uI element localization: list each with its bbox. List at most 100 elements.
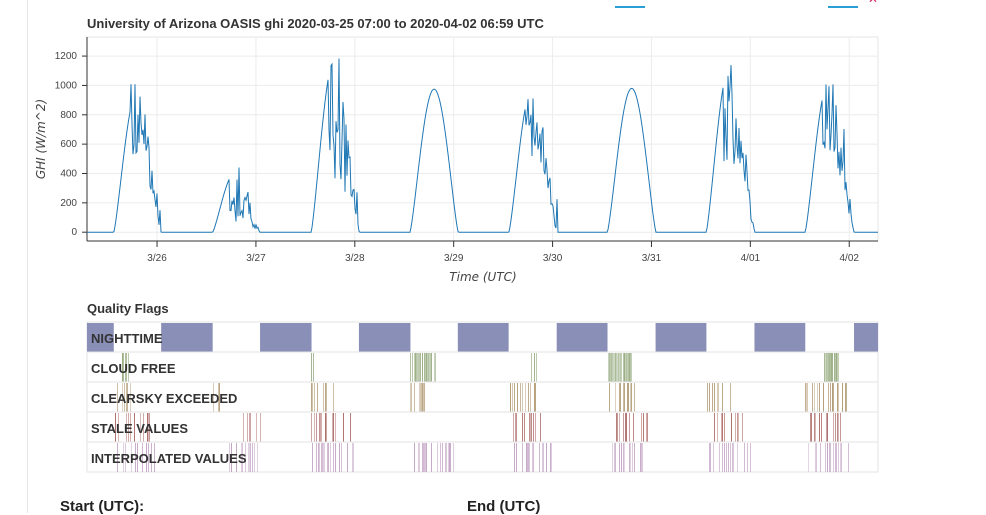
close-icon[interactable]: ✕: [868, 0, 878, 6]
flag-row-stale-values: STALE VALUES: [86, 411, 879, 443]
x-tick-label: 3/31: [642, 253, 662, 264]
flag-span: [513, 413, 514, 442]
flag-span: [737, 413, 738, 442]
flag-span: [419, 353, 420, 382]
flag-span: [358, 323, 411, 352]
flag-span: [732, 443, 733, 472]
flag-span: [655, 323, 707, 352]
flag-span: [350, 413, 351, 442]
flag-span: [241, 443, 242, 472]
flag-span: [414, 353, 415, 382]
flag-span: [117, 443, 118, 472]
flag-span: [735, 413, 736, 442]
y-axis-label: GHI (W/m^2): [34, 99, 48, 179]
flag-span: [615, 353, 616, 382]
flag-span: [627, 383, 628, 412]
flag-span: [612, 353, 613, 382]
flag-span: [619, 443, 620, 472]
flag-span: [714, 413, 715, 442]
flag-span: [247, 413, 248, 442]
flag-span: [453, 443, 454, 472]
flag-span: [631, 353, 632, 382]
flag-span: [525, 383, 526, 412]
ghi-series-line: [87, 58, 878, 233]
x-tick-label: 3/26: [147, 253, 167, 264]
flag-span: [828, 353, 829, 382]
flag-span: [148, 413, 149, 442]
flag-span: [618, 353, 619, 382]
flag-span: [619, 413, 620, 442]
flag-span: [124, 383, 125, 412]
flag-span: [311, 353, 312, 382]
flag-span: [827, 443, 828, 472]
flags-title: Quality Flags: [87, 301, 169, 316]
flag-span: [428, 353, 429, 382]
flag-span: [707, 383, 708, 412]
flag-span: [87, 323, 114, 352]
flag-span: [829, 443, 830, 472]
flag-span: [819, 383, 820, 412]
flag-span: [516, 443, 517, 472]
flag-span: [634, 383, 635, 412]
flag-row-clearsky-exceeded: CLEARSKY EXCEEDED: [86, 381, 879, 413]
toolbar-indicator[interactable]: [828, 6, 858, 8]
flag-span: [353, 443, 354, 472]
end-utc-label: End (UTC): [467, 498, 541, 515]
flag-span: [641, 443, 642, 472]
flag-span: [126, 353, 127, 382]
flag-span: [846, 383, 847, 412]
flag-span: [812, 383, 813, 412]
flag-span: [425, 443, 426, 472]
flag-span: [829, 353, 830, 382]
flag-rows: NIGHTTIME CLOUD FREE CLEARSKY EXCEEDED STAL…: [86, 321, 879, 473]
flag-span: [542, 443, 543, 472]
toolbar-indicator[interactable]: [615, 6, 645, 8]
flag-span: [243, 413, 244, 442]
flag-span: [742, 413, 743, 442]
flag-span: [514, 383, 515, 412]
flag-span: [630, 443, 631, 472]
flag-span: [621, 443, 622, 472]
flag-span: [335, 413, 336, 442]
flag-span: [515, 413, 516, 442]
flag-span: [260, 323, 312, 352]
flag-span: [543, 443, 544, 472]
flag-span: [245, 443, 246, 472]
flag-span: [319, 443, 320, 472]
chart-title: University of Arizona OASIS ghi 2020-03-…: [87, 16, 544, 31]
flag-label: INTERPOLATED VALUES: [91, 451, 247, 466]
flag-span: [819, 413, 820, 442]
flag-span: [712, 383, 713, 412]
flag-span: [431, 353, 432, 382]
flag-span: [322, 443, 323, 472]
flag-span: [529, 443, 530, 472]
flag-span: [722, 383, 723, 412]
flag-span: [629, 413, 630, 442]
y-tick-label: 1000: [55, 80, 78, 91]
flag-span: [835, 353, 836, 382]
flag-span: [352, 443, 353, 472]
flag-span: [420, 353, 421, 382]
flag-span: [617, 353, 618, 382]
flag-span: [524, 413, 525, 442]
flag-span: [126, 413, 127, 442]
flag-span: [536, 353, 537, 382]
flag-span: [115, 413, 116, 442]
flag-span: [321, 413, 322, 442]
flag-span: [826, 413, 827, 442]
flag-span: [833, 443, 834, 472]
flag-span: [134, 413, 135, 442]
flag-span: [130, 383, 131, 412]
flag-span: [218, 383, 219, 412]
flag-span: [609, 383, 610, 412]
plot-area: [86, 36, 879, 242]
flag-span: [714, 383, 715, 412]
flag-span: [457, 323, 509, 352]
flag-span: [826, 353, 827, 382]
flag-span: [738, 413, 739, 442]
flag-span: [312, 443, 313, 472]
flag-span: [814, 383, 815, 412]
flag-span: [318, 443, 319, 472]
flag-span: [533, 413, 534, 442]
flag-span: [629, 353, 630, 382]
